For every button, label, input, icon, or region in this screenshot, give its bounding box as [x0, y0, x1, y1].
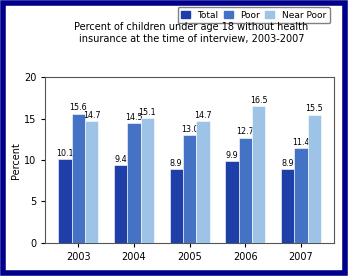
Text: Percent of children under age 18 without health
insurance at the time of intervi: Percent of children under age 18 without…: [74, 22, 309, 44]
Text: 14.5: 14.5: [125, 113, 143, 121]
Bar: [252, 106, 265, 243]
Text: 8.9: 8.9: [281, 159, 294, 168]
Text: 16.5: 16.5: [250, 96, 268, 105]
Bar: [294, 148, 308, 243]
Bar: [225, 161, 239, 243]
Bar: [58, 159, 72, 243]
Bar: [141, 118, 154, 243]
Bar: [169, 169, 183, 243]
Bar: [281, 169, 294, 243]
Bar: [72, 114, 85, 243]
Text: 14.7: 14.7: [83, 111, 101, 120]
Text: 14.7: 14.7: [194, 111, 212, 120]
Text: 9.9: 9.9: [226, 151, 238, 160]
Text: 12.7: 12.7: [236, 128, 254, 137]
Bar: [183, 135, 196, 243]
Text: 13.0: 13.0: [181, 125, 198, 134]
Bar: [85, 121, 98, 243]
Y-axis label: Percent: Percent: [11, 142, 21, 179]
Bar: [196, 121, 210, 243]
Bar: [308, 115, 321, 243]
Bar: [127, 123, 141, 243]
Text: 8.9: 8.9: [170, 159, 183, 168]
Text: 15.6: 15.6: [70, 104, 87, 113]
Text: 15.5: 15.5: [306, 104, 323, 113]
Legend: Total, Poor, Near Poor: Total, Poor, Near Poor: [177, 7, 330, 23]
Bar: [239, 138, 252, 243]
Text: 11.4: 11.4: [292, 138, 310, 147]
Bar: [114, 165, 127, 243]
Text: 9.4: 9.4: [114, 155, 127, 164]
Text: 10.1: 10.1: [56, 149, 74, 158]
Text: 15.1: 15.1: [139, 108, 156, 117]
